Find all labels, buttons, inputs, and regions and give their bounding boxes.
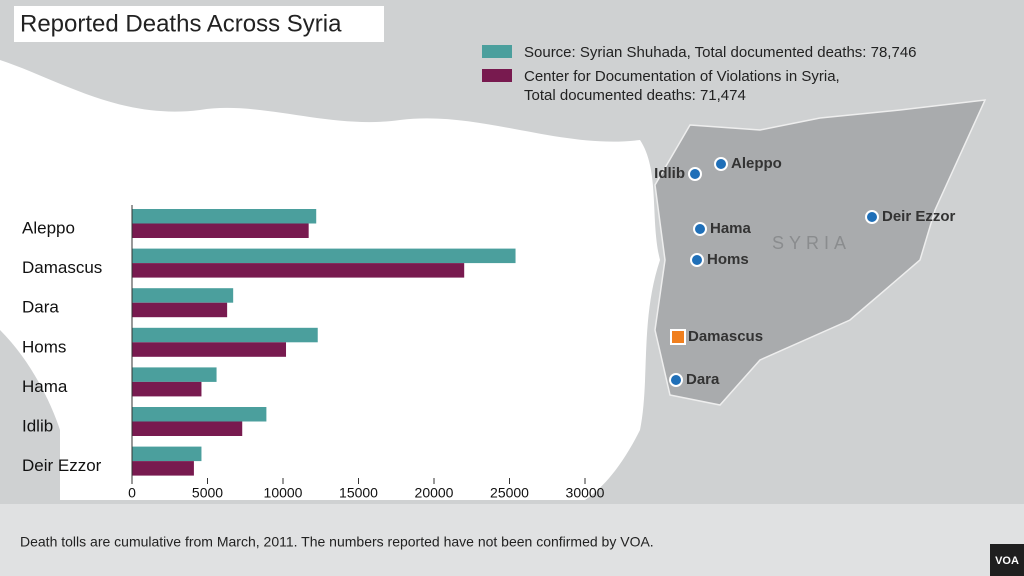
x-tick-label: 0 — [128, 485, 136, 501]
bar — [132, 263, 465, 278]
legend-swatch — [482, 45, 512, 58]
x-tick-label: 30000 — [566, 485, 605, 501]
city-label: Dara — [686, 371, 720, 388]
city-marker — [688, 167, 702, 181]
city-marker — [714, 157, 728, 171]
legend-label: Center for Documentation of Violations i… — [524, 68, 840, 104]
bar — [132, 327, 318, 343]
city-marker — [669, 373, 683, 387]
city-label: Idlib — [654, 165, 685, 182]
x-tick-label: 20000 — [415, 485, 454, 501]
bar — [132, 248, 516, 264]
x-tick-label: 5000 — [192, 485, 223, 501]
legend-swatch — [482, 69, 512, 82]
title-box — [14, 6, 384, 42]
bar — [132, 209, 317, 224]
country-label: SYRIA — [772, 233, 851, 253]
footnote: Death tolls are cumulative from March, 2… — [20, 534, 654, 550]
bar — [132, 367, 217, 382]
chart-title: Reported Deaths Across Syria — [20, 10, 342, 37]
city-label: Damascus — [688, 328, 763, 345]
logo-box — [990, 544, 1024, 576]
city-label: Aleppo — [731, 155, 782, 172]
city-label: Hama — [710, 220, 752, 237]
x-tick-label: 15000 — [339, 485, 378, 501]
city-marker — [690, 253, 704, 267]
bar — [132, 381, 202, 397]
city-label: Homs — [707, 251, 749, 268]
city-marker — [693, 222, 707, 236]
city-marker — [865, 210, 879, 224]
land — [0, 330, 60, 500]
city-label: Deir Ezzor — [882, 208, 956, 225]
y-tick-label: Homs — [22, 337, 66, 356]
y-tick-label: Aleppo — [22, 218, 75, 237]
footer-band — [0, 504, 1024, 576]
bar — [132, 342, 287, 357]
x-tick-label: 25000 — [490, 485, 529, 501]
bar — [132, 421, 243, 436]
syria-shape — [654, 99, 987, 406]
y-tick-label: Dara — [22, 298, 59, 317]
capital-marker — [670, 329, 686, 345]
bar — [132, 407, 267, 422]
y-tick-label: Deir Ezzor — [22, 456, 102, 475]
x-tick-label: 10000 — [264, 485, 303, 501]
logo: VOA — [995, 555, 1019, 567]
bar — [132, 461, 194, 476]
bar — [132, 446, 202, 462]
bar — [132, 223, 309, 238]
bar — [132, 302, 228, 318]
y-tick-label: Damascus — [22, 258, 102, 277]
bar — [132, 288, 234, 303]
y-tick-label: Hama — [22, 377, 68, 396]
y-tick-label: Idlib — [22, 416, 53, 435]
legend-label: Source: Syrian Shuhada, Total documented… — [524, 44, 917, 61]
